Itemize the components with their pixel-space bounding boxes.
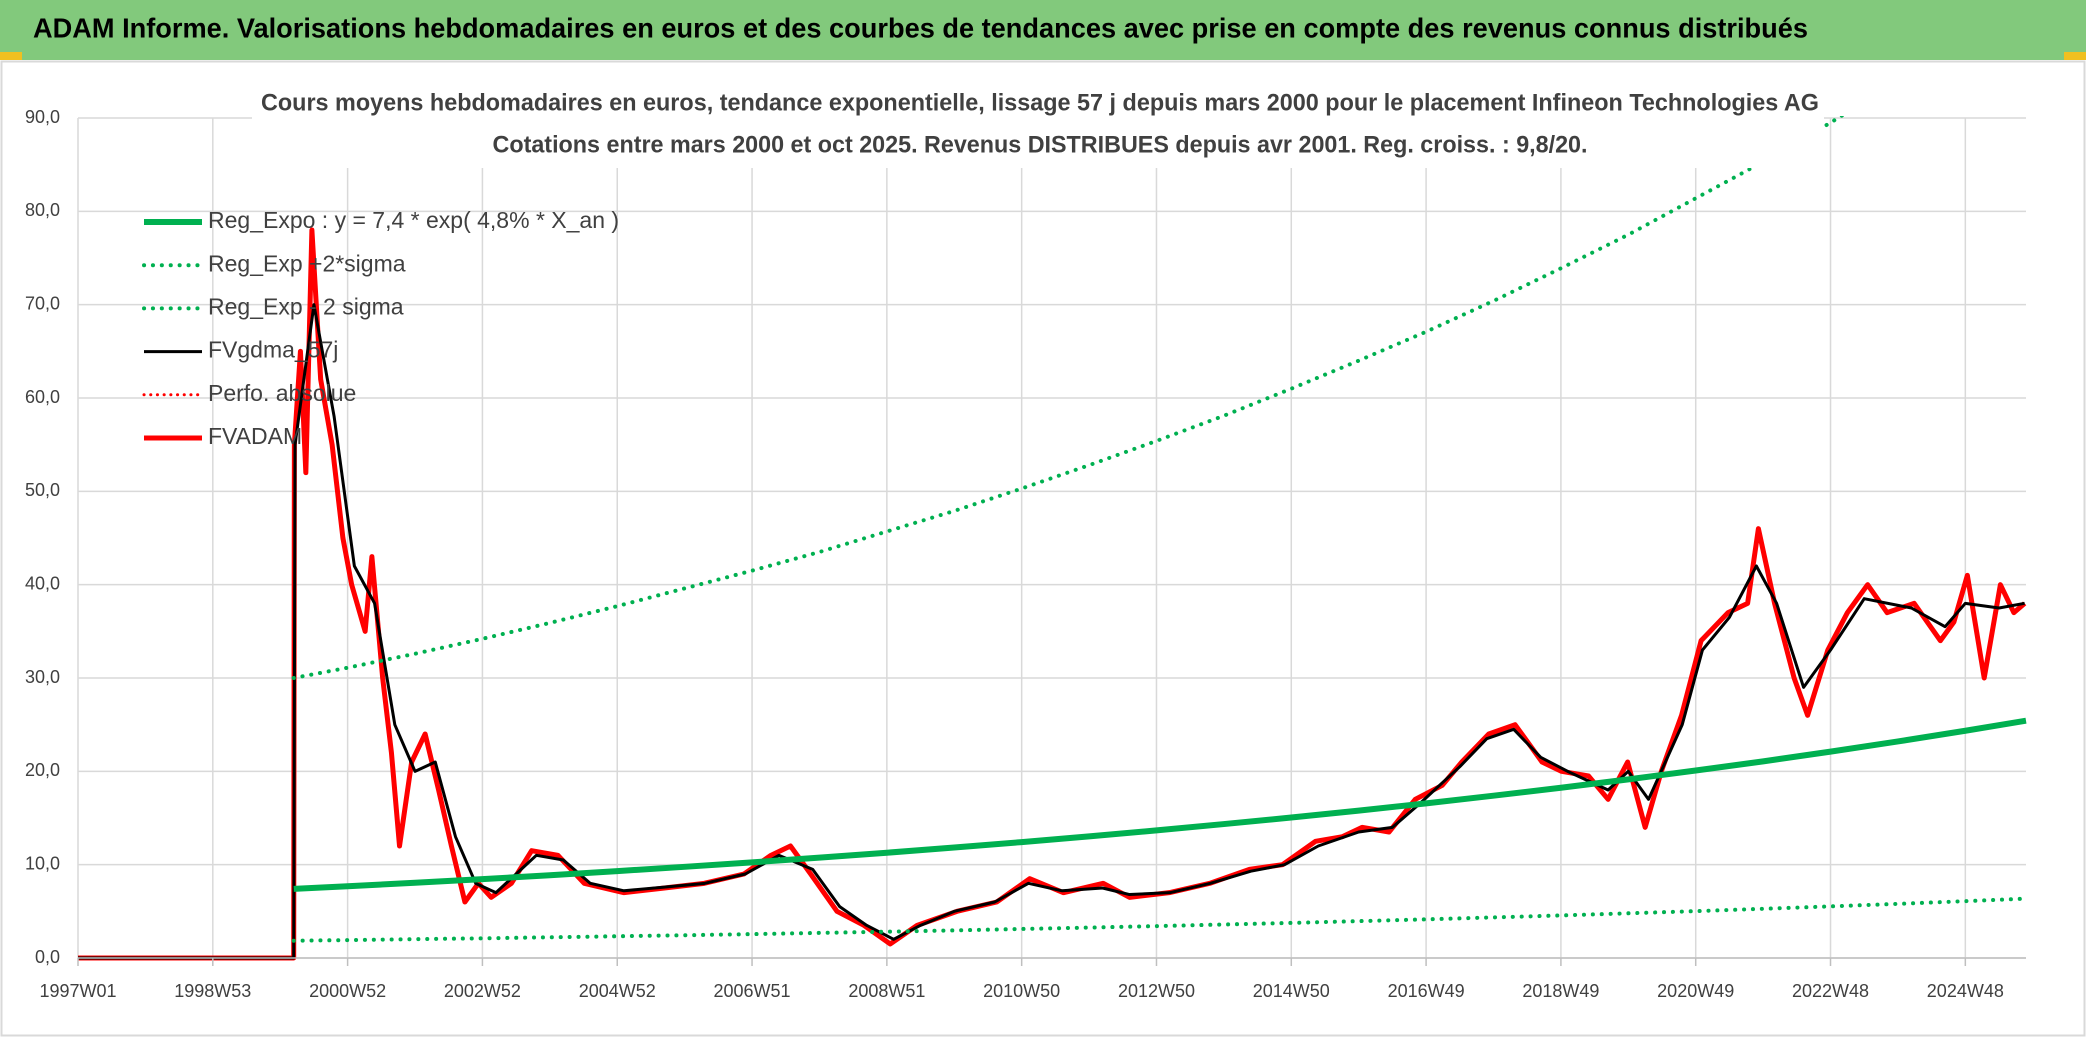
y-tick-label: 20,0	[25, 760, 60, 780]
y-tick-label: 30,0	[25, 667, 60, 687]
y-tick-label: 70,0	[25, 293, 60, 313]
corner-mark	[0, 52, 22, 60]
y-tick-label: 60,0	[25, 387, 60, 407]
y-tick-label: 50,0	[25, 480, 60, 500]
x-tick-label: 1997W01	[39, 981, 116, 1001]
x-tick-label: 2014W50	[1253, 981, 1330, 1001]
legend-label: Reg_Exp - 2 sigma	[208, 293, 404, 319]
chart-border	[0, 60, 2086, 1037]
x-tick-label: 2020W49	[1657, 981, 1734, 1001]
y-tick-label: 40,0	[25, 573, 60, 593]
legend-label: Reg_Exp +2*sigma	[208, 250, 406, 276]
x-tick-label: 2018W49	[1522, 981, 1599, 1001]
x-tick-label: 2016W49	[1388, 981, 1465, 1001]
x-tick-label: 1998W53	[174, 981, 251, 1001]
x-tick-label: 2010W50	[983, 981, 1060, 1001]
legend-label: Reg_Expo : y = 7,4 * exp( 4,8% * X_an )	[208, 207, 619, 233]
x-tick-label: 2004W52	[579, 981, 656, 1001]
x-tick-label: 2022W48	[1792, 981, 1869, 1001]
x-tick-label: 2006W51	[714, 981, 791, 1001]
legend-label: FVADAM	[208, 423, 302, 449]
legend-label: FVgdma_57j	[208, 337, 338, 363]
series-line	[291, 896, 2028, 943]
y-tick-label: 10,0	[25, 853, 60, 873]
y-tick-label: 0,0	[35, 947, 60, 967]
x-tick-label: 2000W52	[309, 981, 386, 1001]
x-tick-label: 2024W48	[1927, 981, 2004, 1001]
legend: Reg_Expo : y = 7,4 * exp( 4,8% * X_an ) R…	[142, 207, 619, 449]
series-line	[78, 227, 2027, 961]
title-box	[252, 82, 1824, 168]
legend-label: Perfo. absolue	[208, 380, 356, 406]
y-tick-label: 90,0	[25, 107, 60, 127]
chart-subtitle: Cotations entre mars 2000 et oct 2025. R…	[493, 131, 1588, 158]
page-title: ADAM Informe. Valorisations hebdomadaire…	[33, 12, 1808, 43]
corner-mark	[2064, 52, 2086, 60]
grid	[77, 117, 2026, 959]
x-tick-label: 2008W51	[848, 981, 925, 1001]
series-line	[293, 717, 2027, 892]
x-tick-label: 2012W50	[1118, 981, 1195, 1001]
chart-title: Cours moyens hebdomadaires en euros, ten…	[261, 89, 1819, 116]
y-tick-label: 80,0	[25, 200, 60, 220]
header-bar	[0, 0, 2086, 60]
axes: 0,0 10,0 20,0 30,0 40,0 50,0 60,0 70,0 80,0 90,0 1…	[25, 107, 2026, 1001]
series-line	[78, 303, 2025, 960]
x-tick-label: 2002W52	[444, 981, 521, 1001]
series-line	[291, 116, 1846, 680]
series-line	[78, 676, 296, 960]
